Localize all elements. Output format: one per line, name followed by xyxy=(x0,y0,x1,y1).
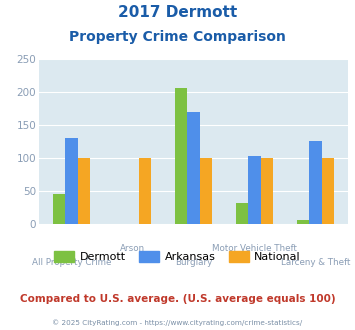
Text: 2017 Dermott: 2017 Dermott xyxy=(118,5,237,20)
Bar xyxy=(65,138,77,224)
Bar xyxy=(261,158,273,224)
Bar xyxy=(187,112,200,224)
Bar xyxy=(310,141,322,224)
Text: Motor Vehicle Theft: Motor Vehicle Theft xyxy=(212,244,297,253)
Bar xyxy=(138,158,151,224)
Bar xyxy=(200,158,212,224)
Legend: Dermott, Arkansas, National: Dermott, Arkansas, National xyxy=(50,247,305,267)
Text: All Property Crime: All Property Crime xyxy=(32,258,111,267)
Bar xyxy=(53,194,65,224)
Bar xyxy=(236,203,248,224)
Text: © 2025 CityRating.com - https://www.cityrating.com/crime-statistics/: © 2025 CityRating.com - https://www.city… xyxy=(53,319,302,326)
Bar xyxy=(175,88,187,224)
Bar xyxy=(77,158,90,224)
Text: Larceny & Theft: Larceny & Theft xyxy=(281,258,350,267)
Text: Arson: Arson xyxy=(120,244,145,253)
Text: Property Crime Comparison: Property Crime Comparison xyxy=(69,30,286,44)
Bar xyxy=(248,156,261,224)
Text: Burglary: Burglary xyxy=(175,258,212,267)
Bar xyxy=(297,220,310,224)
Bar xyxy=(322,158,334,224)
Text: Compared to U.S. average. (U.S. average equals 100): Compared to U.S. average. (U.S. average … xyxy=(20,294,335,304)
